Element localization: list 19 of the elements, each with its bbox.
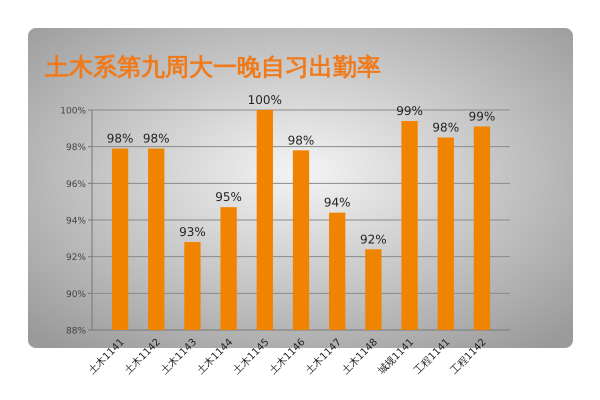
- data-label: 95%: [215, 190, 242, 204]
- y-tick-label: 100%: [60, 106, 86, 116]
- data-label: 98%: [142, 132, 170, 146]
- chart-title: 土木系第九周大一晚自习出勤率: [44, 53, 381, 81]
- data-label: 98%: [432, 120, 460, 134]
- data-label: 99%: [468, 110, 496, 124]
- y-tick-label: 88%: [66, 326, 86, 336]
- data-label: 98%: [288, 133, 314, 148]
- data-label: 93%: [179, 225, 206, 239]
- data-label: 98%: [106, 132, 134, 146]
- y-tick-label: 94%: [66, 216, 86, 226]
- data-label: 99%: [396, 104, 423, 118]
- data-label: 100%: [248, 93, 282, 107]
- data-label: 94%: [324, 196, 351, 210]
- y-tick-label: 92%: [66, 253, 86, 264]
- y-tick-label: 96%: [66, 180, 86, 190]
- y-tick-label: 90%: [66, 290, 86, 300]
- y-tick-label: 98%: [66, 143, 86, 154]
- data-label: 92%: [360, 232, 387, 246]
